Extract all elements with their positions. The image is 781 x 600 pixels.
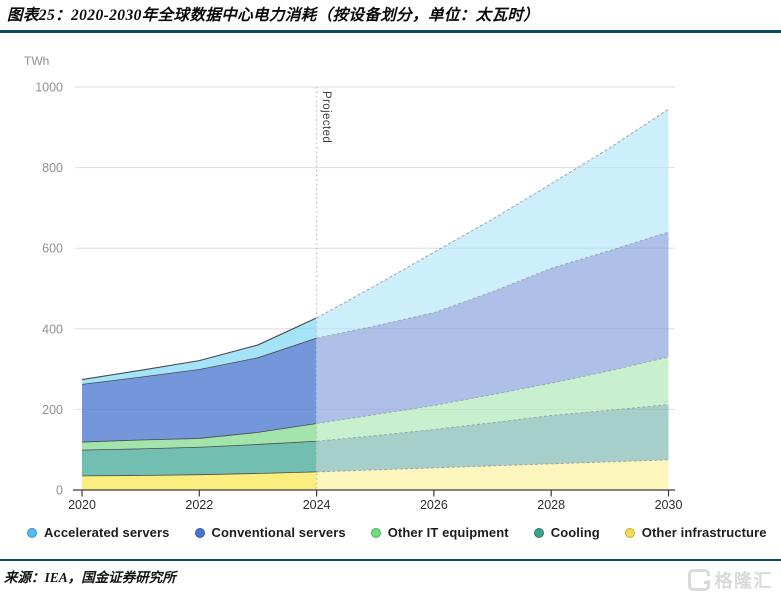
legend-label-accelerated-servers: Accelerated servers — [44, 525, 170, 540]
y-tick-label-200: 200 — [42, 403, 63, 417]
x-tick-label-2024: 2024 — [303, 498, 331, 512]
area-other-it-equipment-projected — [316, 357, 669, 442]
legend-item-other-it-equipment: Other IT equipment — [370, 525, 509, 540]
source-note: 来源：IEA，国金证券研究所 — [4, 570, 176, 585]
watermark-text: 格隆汇 — [714, 571, 773, 591]
x-tick-label-2030: 2030 — [655, 498, 683, 512]
y-axis-unit-label: TWh — [24, 54, 50, 68]
legend-dot-accelerated-servers — [27, 527, 37, 538]
legend-label-cooling: Cooling — [550, 525, 600, 540]
boundary-cooling-historical — [81, 440, 317, 451]
legend-dot-cooling — [533, 527, 544, 538]
projected-annotation: Projected — [320, 91, 332, 144]
legend-label-conventional-servers: Conventional servers — [211, 525, 346, 540]
area-cooling-historical — [82, 441, 317, 476]
gelonghui-logo-icon — [687, 569, 710, 591]
boundary-accelerated-servers-projected — [316, 108, 669, 319]
figure-title: 图表25：2020-2030年全球数据中心电力消耗（按设备划分，单位：太瓦时） — [7, 7, 540, 24]
x-tick-label-2026: 2026 — [420, 498, 448, 512]
title-underline — [0, 30, 781, 33]
legend-label-other-it-equipment: Other IT equipment — [387, 525, 509, 540]
boundary-other-infrastructure-historical — [81, 471, 317, 477]
boundary-accelerated-servers-historical — [81, 317, 317, 381]
y-tick-label-1000: 1000 — [35, 81, 63, 95]
y-tick-label-800: 800 — [42, 161, 63, 175]
legend-dot-conventional-servers — [194, 527, 205, 538]
area-conventional-servers-projected — [316, 232, 669, 424]
y-tick-label-600: 600 — [42, 242, 63, 256]
x-tick-label-2028: 2028 — [537, 498, 565, 512]
legend-dot-other-it-equipment — [370, 527, 381, 538]
area-cooling-projected — [316, 404, 669, 472]
x-tick-label-2020: 2020 — [68, 498, 96, 512]
boundary-other-it-equipment-historical — [81, 423, 317, 443]
area-other-infrastructure-projected — [316, 459, 669, 490]
boundary-conventional-servers-historical — [81, 337, 317, 385]
area-other-infrastructure-historical — [82, 471, 317, 490]
legend-label-other-infrastructure: Other infrastructure — [641, 525, 767, 540]
gelonghui-watermark: 格隆汇 — [687, 567, 774, 593]
chart-legend: Accelerated servers Conventional servers O… — [27, 525, 767, 540]
legend-dot-other-infrastructure — [624, 527, 635, 538]
area-conventional-servers-historical — [82, 338, 317, 443]
area-accelerated-servers-historical — [82, 317, 317, 385]
boundary-other-infrastructure-projected — [316, 459, 669, 473]
x-tick-label-2022: 2022 — [185, 498, 213, 512]
boundary-cooling-projected — [316, 404, 669, 442]
legend-item-other-infrastructure: Other infrastructure — [624, 525, 767, 540]
boundary-other-it-equipment-projected — [316, 356, 669, 424]
footer-divider — [0, 559, 781, 561]
y-tick-label-0: 0 — [56, 484, 63, 498]
area-accelerated-servers-projected — [316, 109, 669, 339]
legend-item-cooling: Cooling — [533, 525, 600, 540]
boundary-conventional-servers-projected — [316, 231, 669, 339]
area-other-it-equipment-historical — [82, 423, 317, 451]
legend-item-conventional-servers: Conventional servers — [194, 525, 346, 540]
legend-item-accelerated-servers: Accelerated servers — [27, 525, 170, 540]
y-tick-label-400: 400 — [42, 322, 63, 336]
